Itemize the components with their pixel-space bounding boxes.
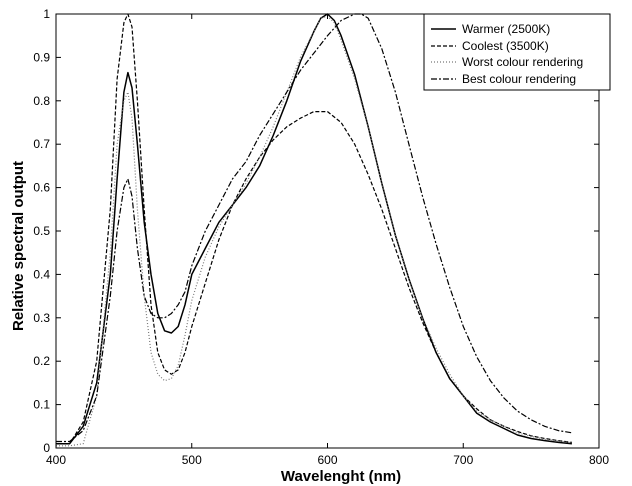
legend-item: Worst colour rendering (431, 55, 583, 69)
y-tick-label: 0.2 (33, 354, 50, 368)
y-tick-label: 0.8 (33, 94, 50, 108)
y-tick-label: 1 (43, 7, 50, 21)
x-tick-label: 800 (589, 453, 609, 467)
ticks-layer: 400 500 600 700 800 0 0.1 0.2 0.3 0.4 0.5 0.6 0.7 0.8… (33, 7, 609, 467)
x-tick-label: 700 (453, 453, 473, 467)
series-line-best-colour-rendering (56, 13, 572, 443)
legend-item: Warmer (2500K) (431, 22, 550, 36)
y-tick-label: 0.4 (33, 267, 50, 281)
series-line-warmer-2500k (56, 13, 572, 445)
y-tick-label: 0.5 (33, 224, 50, 238)
y-tick-label: 0.6 (33, 181, 50, 195)
series-line-coolest-3500k (56, 13, 572, 445)
y-tick-label: 0.9 (33, 50, 50, 64)
legend-item: Best colour rendering (431, 72, 576, 86)
legend-item: Coolest (3500K) (431, 39, 549, 53)
series-layer (56, 13, 572, 447)
series-line-worst-colour-rendering (56, 15, 572, 447)
y-tick-label: 0.1 (33, 398, 50, 412)
x-tick-label: 500 (182, 453, 202, 467)
x-tick-label: 400 (46, 453, 66, 467)
legend-label: Coolest (3500K) (462, 39, 549, 53)
legend-label: Best colour rendering (462, 72, 576, 86)
x-axis-title: Wavelenght (nm) (281, 468, 401, 485)
legend-box (423, 13, 611, 91)
y-tick-label: 0 (43, 441, 50, 455)
legend-label: Worst colour rendering (462, 55, 583, 69)
legend-label: Warmer (2500K) (462, 22, 550, 36)
y-tick-label: 0.7 (33, 137, 50, 151)
x-tick-label: 600 (317, 453, 337, 467)
y-tick-label: 0.3 (33, 311, 50, 325)
y-axis-title: Relative spectral output (10, 161, 27, 331)
legend: Warmer (2500K) Coolest (3500K) Worst col… (423, 13, 611, 91)
